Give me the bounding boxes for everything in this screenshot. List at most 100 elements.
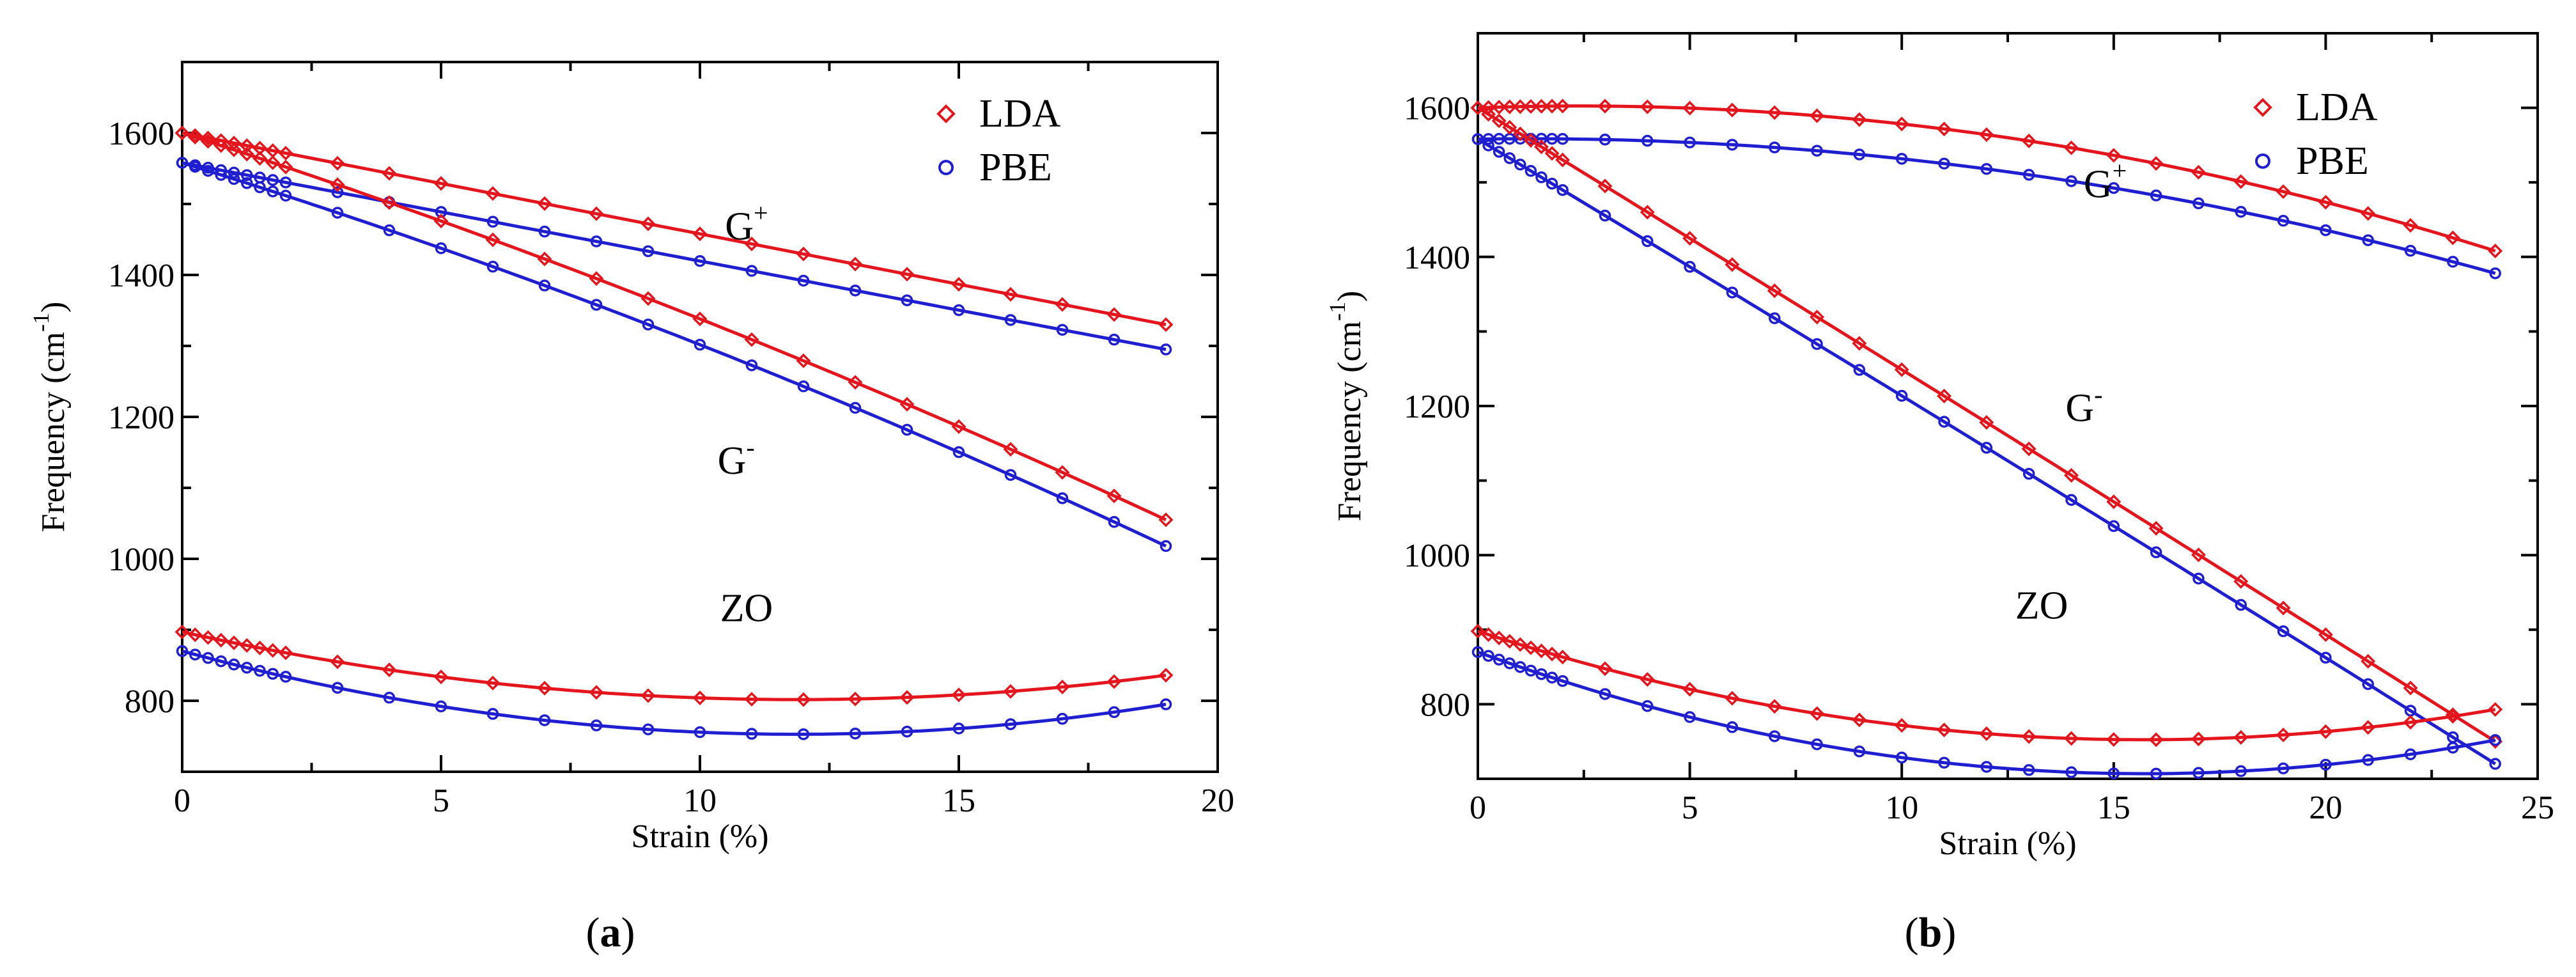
data-point-pbe bbox=[2022, 467, 2035, 480]
data-point-lda bbox=[1481, 627, 1496, 642]
data-point-pbe bbox=[1641, 700, 1654, 712]
data-point-lda bbox=[1725, 257, 1740, 272]
data-point-lda bbox=[1979, 415, 1994, 430]
data-point-lda bbox=[485, 186, 500, 201]
data-point-lda bbox=[640, 216, 656, 231]
data-point-lda bbox=[951, 277, 966, 292]
data-point-lda bbox=[537, 680, 552, 696]
panel-caption: (b) bbox=[1905, 909, 1957, 956]
data-point-lda bbox=[744, 237, 759, 251]
data-point-lda bbox=[2064, 731, 2079, 746]
series-line-lda-zo bbox=[1477, 629, 2496, 742]
data-point-pbe bbox=[694, 255, 706, 267]
data-point-pbe bbox=[952, 304, 965, 317]
data-point-pbe bbox=[1980, 761, 1993, 773]
data-point-pbe bbox=[1768, 312, 1781, 324]
data-point-pbe bbox=[797, 728, 810, 740]
data-point-pbe bbox=[901, 294, 913, 306]
data-point-lda bbox=[485, 675, 500, 691]
data-point-pbe bbox=[1980, 442, 1993, 454]
data-point-pbe bbox=[1056, 712, 1069, 725]
data-point-pbe bbox=[590, 299, 603, 311]
y-tick-label: 1000 bbox=[108, 542, 175, 578]
data-point-pbe bbox=[267, 668, 279, 680]
data-point-lda bbox=[187, 130, 203, 145]
data-point-lda bbox=[1725, 691, 1740, 706]
data-point-pbe bbox=[1895, 751, 1908, 764]
data-point-lda bbox=[1158, 668, 1174, 683]
data-point-pbe bbox=[279, 671, 292, 683]
data-point-pbe bbox=[1108, 333, 1121, 346]
data-point-lda bbox=[1725, 102, 1740, 118]
data-point-lda bbox=[1852, 112, 1867, 127]
data-point-pbe bbox=[2150, 546, 2162, 559]
data-point-pbe bbox=[486, 260, 499, 273]
data-point-pbe bbox=[241, 177, 253, 189]
annotation-label: G- bbox=[2065, 380, 2102, 430]
data-point-lda bbox=[899, 267, 915, 282]
data-point-pbe bbox=[1684, 136, 1696, 149]
data-point-pbe bbox=[2022, 169, 2035, 181]
data-point-lda bbox=[2318, 194, 2333, 210]
data-point-pbe bbox=[642, 723, 655, 736]
data-point-lda bbox=[2233, 174, 2249, 189]
panel-caption: (a) bbox=[586, 909, 635, 956]
data-point-pbe bbox=[1811, 145, 1823, 157]
data-point-lda bbox=[1640, 99, 1655, 114]
data-point-lda bbox=[1481, 107, 1496, 122]
data-point-lda bbox=[2106, 148, 2122, 163]
data-point-lda bbox=[213, 632, 229, 648]
x-tick-label: 15 bbox=[2097, 790, 2130, 826]
data-point-pbe bbox=[590, 719, 603, 731]
data-point-lda bbox=[1055, 679, 1070, 694]
data-point-pbe bbox=[1599, 209, 1611, 222]
data-point-lda bbox=[2021, 441, 2037, 457]
y-tick-label: 800 bbox=[1420, 687, 1470, 723]
y-axis-label: Frequency (cm-1) bbox=[1324, 291, 1368, 522]
data-point-lda bbox=[239, 138, 254, 153]
data-point-pbe bbox=[1525, 165, 1537, 177]
data-point-pbe bbox=[2107, 182, 2120, 194]
data-point-pbe bbox=[1980, 162, 1993, 175]
data-point-lda bbox=[1682, 682, 1698, 697]
caption-open: ( bbox=[1905, 909, 1919, 956]
data-point-lda bbox=[1470, 623, 1486, 639]
annotation-label: G+ bbox=[725, 199, 768, 249]
y-tick-label: 800 bbox=[125, 684, 175, 720]
data-point-lda bbox=[1534, 139, 1549, 155]
data-point-pbe bbox=[435, 242, 447, 254]
data-point-pbe bbox=[1471, 646, 1484, 659]
data-point-lda bbox=[744, 692, 759, 707]
x-tick-label: 0 bbox=[174, 783, 190, 819]
series-line-lda-g- bbox=[1477, 106, 2497, 743]
data-point-pbe bbox=[1641, 235, 1654, 247]
data-point-pbe bbox=[2362, 234, 2374, 246]
data-point-lda bbox=[1055, 297, 1070, 312]
data-point-lda bbox=[433, 669, 449, 685]
x-tick-label: 20 bbox=[1201, 783, 1234, 819]
data-point-pbe bbox=[1160, 540, 1172, 552]
data-point-pbe bbox=[1503, 152, 1516, 164]
data-point-lda bbox=[2148, 520, 2164, 536]
data-point-pbe bbox=[215, 169, 227, 181]
data-point-pbe bbox=[1938, 157, 1950, 170]
data-point-lda bbox=[1597, 661, 1613, 676]
data-point-pbe bbox=[2065, 766, 2077, 778]
data-point-lda bbox=[1555, 98, 1571, 114]
legend-marker-diamond bbox=[936, 104, 956, 123]
data-point-pbe bbox=[2404, 748, 2417, 760]
data-point-lda bbox=[278, 645, 293, 660]
data-point-pbe bbox=[1811, 738, 1823, 751]
data-point-pbe bbox=[538, 225, 551, 238]
data-point-lda bbox=[382, 166, 397, 181]
data-point-lda bbox=[433, 214, 449, 229]
annotation-superscript: - bbox=[746, 433, 754, 462]
data-point-pbe bbox=[849, 402, 862, 414]
data-point-pbe bbox=[694, 338, 706, 351]
data-point-pbe bbox=[1525, 664, 1537, 677]
annotation-text: G bbox=[2084, 163, 2113, 207]
data-point-lda bbox=[1979, 726, 1994, 741]
data-point-pbe bbox=[2320, 224, 2332, 237]
data-point-pbe bbox=[1938, 756, 1950, 769]
data-point-lda bbox=[899, 690, 915, 705]
